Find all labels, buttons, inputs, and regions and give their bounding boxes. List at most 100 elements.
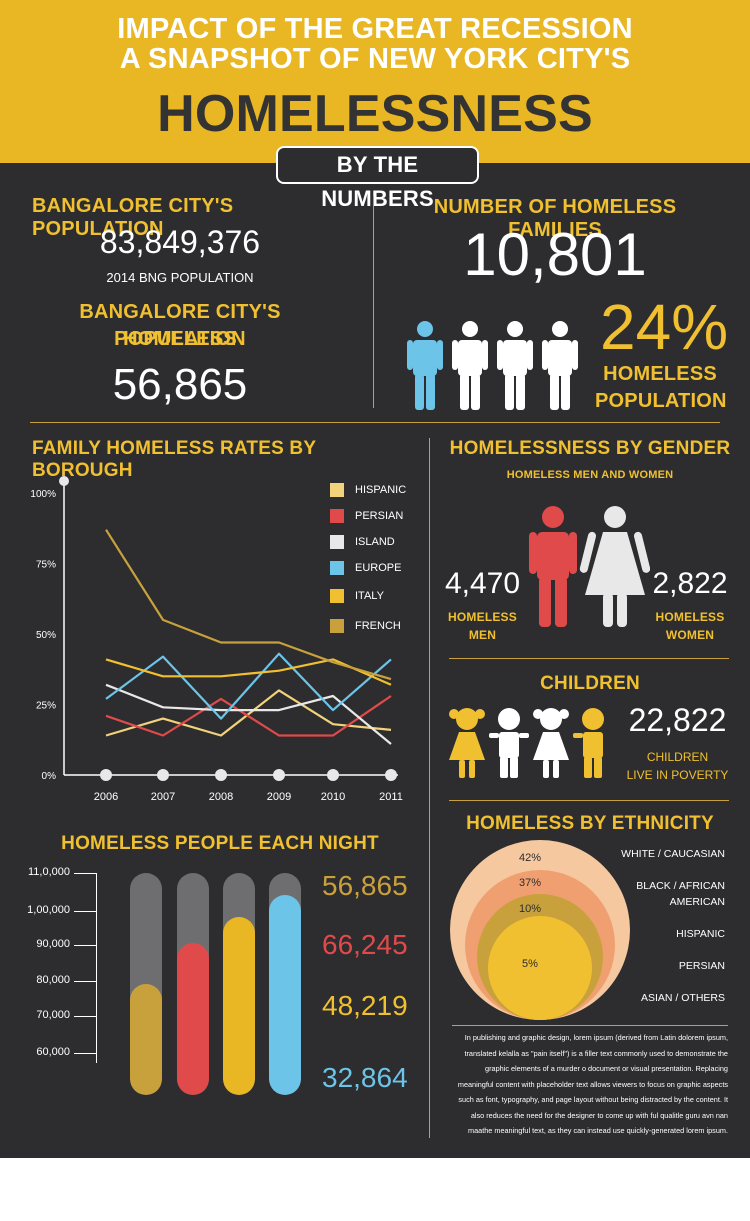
bar-track-1 [130,873,162,1095]
line-chart-ytick: 25% [36,701,56,712]
line-series-french [105,529,392,681]
bar-fill-1 [130,984,162,1095]
bar-track-2 [177,873,209,1095]
children-label-line2: LIVE IN POVERTY [626,768,729,782]
ethnicity-pct-4: 5% [522,958,538,970]
families-value: 10,801 [463,221,647,288]
line-series-italy [105,658,392,686]
line-chart-xtick: 2009 [267,791,291,803]
bar-chart-tick-mark [74,945,96,946]
ethnicity-label-black-2: AMERICAN [669,896,725,908]
header-banner [0,0,750,163]
boy-icon-white [489,708,529,778]
girl-icon-white [533,708,569,778]
line-chart-x-marker [215,769,227,781]
header-line-1: IMPACT OF THE GREAT RECESSION [117,13,633,45]
gender-subheading: HOMELESS MEN AND WOMEN [506,469,674,481]
man-icon [529,506,577,627]
line-chart-ticks: 100% 75% 50% 25% 0% 2006 2007 2008 2009 2010 2011 [30,489,402,803]
bar-chart-ytick: 60,000 [36,1046,70,1058]
legend-label-island: ISLAND [355,536,395,548]
bar-chart-ytick: 70,000 [36,1009,70,1021]
legend-label-persian: PERSIAN [355,510,404,522]
ethnicity-circle-persian [488,916,592,1020]
bar-chart-tick-mark [74,911,96,912]
divider-children-ethnicity [449,800,729,801]
women-value: 2,822 [652,567,728,600]
legend-swatch-island [330,535,344,549]
bar-chart-y-axis [96,873,97,1063]
by-the-numbers-badge: BY THE NUMBERS [276,146,479,211]
divider-vertical-top [373,196,374,408]
nightly-value-1: 56,865 [322,870,408,901]
legend-swatch-hispanic [330,483,344,497]
nightly-value-3: 48,219 [322,990,408,1021]
line-chart-xtick: 2007 [151,791,175,803]
legend-swatch-french [330,619,344,633]
borough-line-chart: 100% 75% 50% 25% 0% 2006 2007 2008 2009 2010 2011 [30,476,403,803]
divider-ethnicity-body [452,1025,728,1026]
girl-icon-yellow [449,708,485,778]
men-value: 4,470 [444,567,521,600]
divider-vertical-bottom [429,438,430,1138]
header-line-2: A SNAPSHOT OF NEW YORK CITY'S [119,43,631,75]
men-label-line2: MEN [468,628,497,642]
line-chart-x-marker [327,769,339,781]
bar-chart-tick-mark [74,873,96,874]
boy-icon-yellow [573,708,604,778]
legend-label-french: FRENCH [355,620,401,632]
line-chart-xtick: 2006 [94,791,118,803]
ethnicity-pct-3: 10% [518,903,542,915]
population-value: 83,849,376 [99,224,261,260]
line-chart-axis-cap [59,476,69,486]
person-icon-white-3 [542,321,578,410]
legend-swatch-persian [330,509,344,523]
line-chart-x-marker [273,769,285,781]
ethnicity-label-black-1: BLACK / AFRICAN [636,880,725,892]
nightly-value-4: 32,864 [322,1062,408,1093]
bar-chart-tick-mark [74,1053,96,1054]
percent-label-line2: POPULATION [595,390,727,412]
nightly-heading: HOMELESS PEOPLE EACH NIGHT [61,833,379,854]
line-chart-x-marker [157,769,169,781]
ethnicity-heading: HOMELESS BY ETHNICITY [466,813,714,834]
gender-heading: HOMELESSNESS BY GENDER [449,438,731,459]
divider-gender-children [449,658,729,659]
percent-value: 24% [600,291,729,363]
bar-chart-ytick: 1,00,000 [27,904,70,916]
person-icon-white-2 [497,321,533,410]
homeless-heading-line2: POPULATION [114,328,246,350]
line-chart-axes [59,476,398,776]
percent-label-line1: HOMELESS [603,363,717,385]
divider-horizontal-top [30,422,720,423]
line-chart-series [105,529,392,745]
bar-track-4 [269,873,301,1095]
ethnicity-label-white: WHITE / CAUCASIAN [621,848,725,860]
line-series-europe [105,652,392,720]
line-chart-ytick: 0% [42,771,57,782]
ethnicity-nested-circles [450,840,630,1020]
line-series-persian [105,695,392,737]
person-icon-blue [407,321,443,410]
ethnicity-label-persian: PERSIAN [678,960,725,972]
ethnicity-label-asian: ASIAN / OTHERS [640,992,725,1004]
men-label-line1: HOMELESS [448,610,517,624]
line-chart-ytick: 50% [36,630,56,641]
main-panel [0,163,750,1158]
legend-label-italy: ITALY [355,590,384,602]
legend-swatch-europe [330,561,344,575]
bar-chart-tick-mark [74,981,96,982]
ethnicity-label-hispanic: HISPANIC [676,928,725,940]
legend-label-hispanic: HISPANIC [355,484,407,496]
bar-chart-ytick: 11,0,000 [27,866,70,878]
population-heading: BANGALORE CITY'S POPULATION [32,195,234,240]
bar-fill-4 [269,895,301,1095]
homeless-value: 56,865 [112,360,248,409]
bar-fill-2 [177,943,209,1095]
legend-label-europe: EUROPE [355,562,402,574]
line-chart-xtick: 2008 [209,791,233,803]
homeless-heading-line1: BANGALORE CITY'S HOMELESS [79,301,281,350]
person-icon-white-1 [452,321,488,410]
bar-chart-ytick: 90,000 [36,938,70,950]
bar-track-3 [223,873,255,1095]
